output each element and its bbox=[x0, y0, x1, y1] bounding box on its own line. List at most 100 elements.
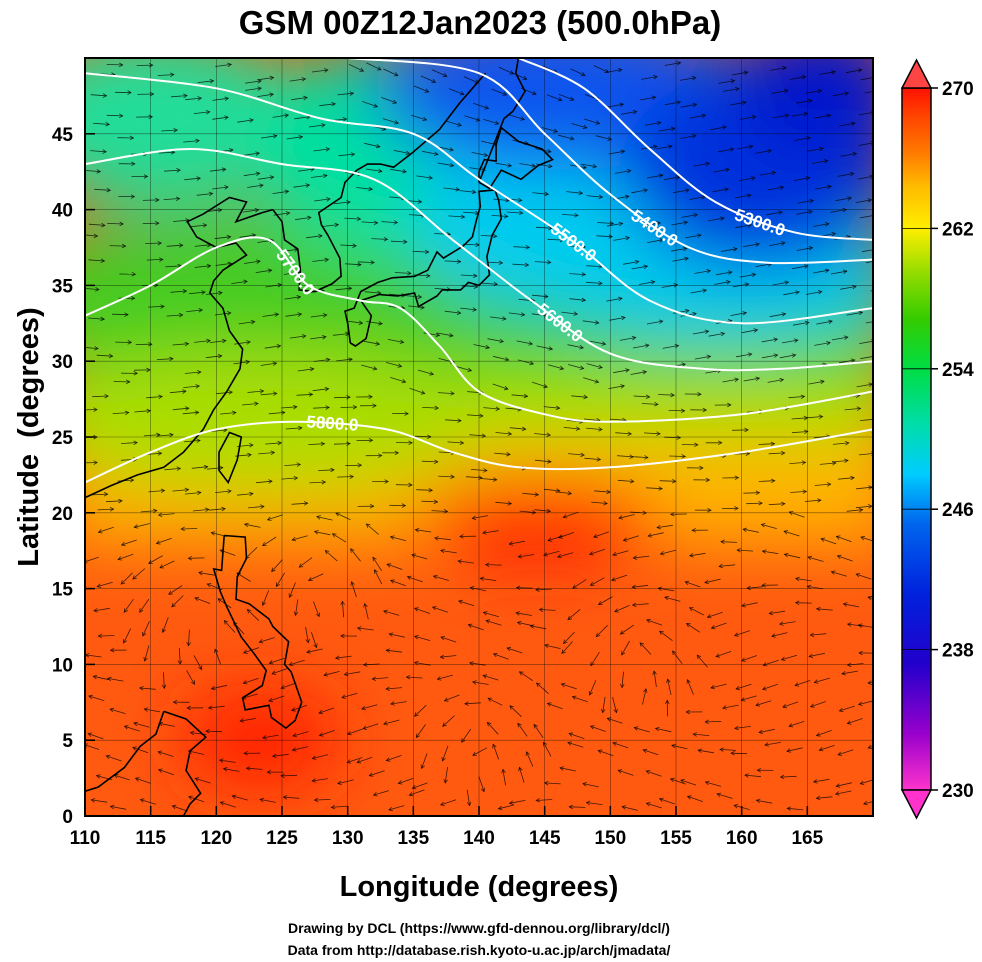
wind-segment bbox=[569, 273, 586, 275]
wind-arrowhead bbox=[377, 168, 383, 174]
wind-segment bbox=[139, 687, 156, 690]
wind-arrowhead bbox=[131, 271, 137, 277]
wind-segment bbox=[543, 550, 560, 556]
wind-segment bbox=[781, 339, 798, 344]
wind-segment bbox=[761, 354, 778, 359]
wind-arrowhead bbox=[349, 474, 355, 479]
wind-arrowhead bbox=[321, 123, 326, 128]
wind-segment bbox=[265, 284, 282, 288]
y-tick-label: 25 bbox=[52, 428, 74, 449]
wind-segment bbox=[522, 492, 539, 496]
wind-segment bbox=[837, 173, 854, 177]
wind-segment bbox=[547, 238, 564, 241]
wind-segment bbox=[148, 555, 163, 564]
wind-arrowhead bbox=[389, 535, 395, 540]
wind-segment bbox=[641, 403, 658, 405]
wind-arrowhead bbox=[497, 805, 503, 811]
wind-arrowhead bbox=[243, 649, 248, 654]
wind-segment bbox=[90, 94, 107, 97]
wind-segment bbox=[88, 317, 105, 320]
wind-segment bbox=[372, 557, 382, 572]
wind-arrowhead bbox=[109, 804, 115, 810]
wind-arrowhead bbox=[878, 259, 882, 263]
wind-arrowhead bbox=[729, 147, 735, 152]
wind-segment bbox=[271, 668, 288, 675]
wind-segment bbox=[608, 150, 625, 155]
wind-segment bbox=[361, 364, 377, 370]
wind-segment bbox=[416, 724, 426, 738]
wind-segment bbox=[262, 590, 270, 606]
wind-segment bbox=[569, 245, 586, 248]
wind-segment bbox=[617, 479, 634, 482]
wind-segment bbox=[244, 523, 261, 528]
wind-segment bbox=[106, 64, 123, 66]
wind-arrowhead bbox=[402, 168, 407, 174]
wind-arrowhead bbox=[428, 487, 434, 493]
wind-arrowhead bbox=[559, 365, 565, 371]
wind-segment bbox=[720, 541, 738, 543]
wind-arrowhead bbox=[860, 535, 865, 541]
wind-segment bbox=[210, 429, 227, 432]
wind-segment bbox=[508, 114, 525, 120]
wind-arrowhead bbox=[316, 515, 321, 520]
wind-segment bbox=[782, 701, 799, 708]
wind-arrowhead bbox=[288, 593, 293, 599]
wind-arrowhead bbox=[394, 120, 399, 125]
wind-segment bbox=[612, 742, 629, 749]
wind-segment bbox=[769, 313, 786, 318]
wind-segment bbox=[569, 806, 586, 808]
wind-arrowhead bbox=[508, 541, 514, 546]
wind-arrowhead bbox=[844, 458, 849, 464]
wind-segment bbox=[847, 663, 864, 666]
wind-arrowhead bbox=[157, 768, 163, 773]
wind-arrowhead bbox=[670, 126, 676, 132]
wind-segment bbox=[759, 172, 776, 176]
wind-segment bbox=[444, 694, 460, 702]
wind-segment bbox=[787, 807, 804, 811]
wind-segment bbox=[390, 240, 407, 243]
wind-segment bbox=[708, 333, 725, 337]
wind-segment bbox=[309, 481, 326, 484]
wind-arrowhead bbox=[291, 747, 297, 752]
wind-segment bbox=[620, 111, 637, 115]
wind-segment bbox=[306, 648, 323, 653]
wind-arrowhead bbox=[556, 553, 562, 559]
wind-arrowhead bbox=[867, 744, 873, 749]
wind-segment bbox=[794, 137, 811, 141]
wind-arrowhead bbox=[125, 379, 131, 385]
wind-arrowhead bbox=[824, 268, 830, 274]
wind-arrowhead bbox=[272, 391, 278, 396]
wind-segment bbox=[546, 94, 562, 101]
wind-segment bbox=[613, 237, 630, 241]
wind-arrowhead bbox=[482, 611, 488, 616]
wind-arrowhead bbox=[296, 462, 302, 467]
wind-arrowhead bbox=[134, 777, 140, 782]
wind-arrowhead bbox=[643, 264, 649, 270]
wind-segment bbox=[516, 340, 533, 345]
wind-arrowhead bbox=[788, 511, 794, 516]
wind-segment bbox=[813, 778, 830, 783]
wind-arrowhead bbox=[92, 674, 98, 680]
wind-arrowhead bbox=[214, 648, 219, 654]
wind-arrowhead bbox=[520, 312, 526, 317]
wind-arrowhead bbox=[363, 602, 368, 608]
wind-segment bbox=[762, 683, 778, 690]
wind-arrowhead bbox=[318, 233, 323, 239]
wind-arrowhead bbox=[629, 478, 635, 484]
wind-arrowhead bbox=[95, 774, 101, 779]
wind-segment bbox=[735, 683, 752, 690]
wind-segment bbox=[830, 209, 847, 213]
wind-arrowhead bbox=[293, 475, 299, 481]
wind-segment bbox=[383, 719, 400, 725]
wind-arrowhead bbox=[835, 535, 841, 540]
wind-segment bbox=[366, 321, 383, 325]
wind-arrowhead bbox=[413, 607, 419, 612]
wind-segment bbox=[617, 455, 634, 458]
wind-arrowhead bbox=[784, 280, 790, 285]
wind-arrowhead bbox=[303, 501, 309, 506]
wind-arrowhead bbox=[592, 163, 598, 169]
wind-segment bbox=[846, 509, 863, 512]
wind-arrowhead bbox=[646, 618, 651, 624]
wind-arrowhead bbox=[603, 500, 608, 506]
wind-arrowhead bbox=[127, 90, 132, 95]
